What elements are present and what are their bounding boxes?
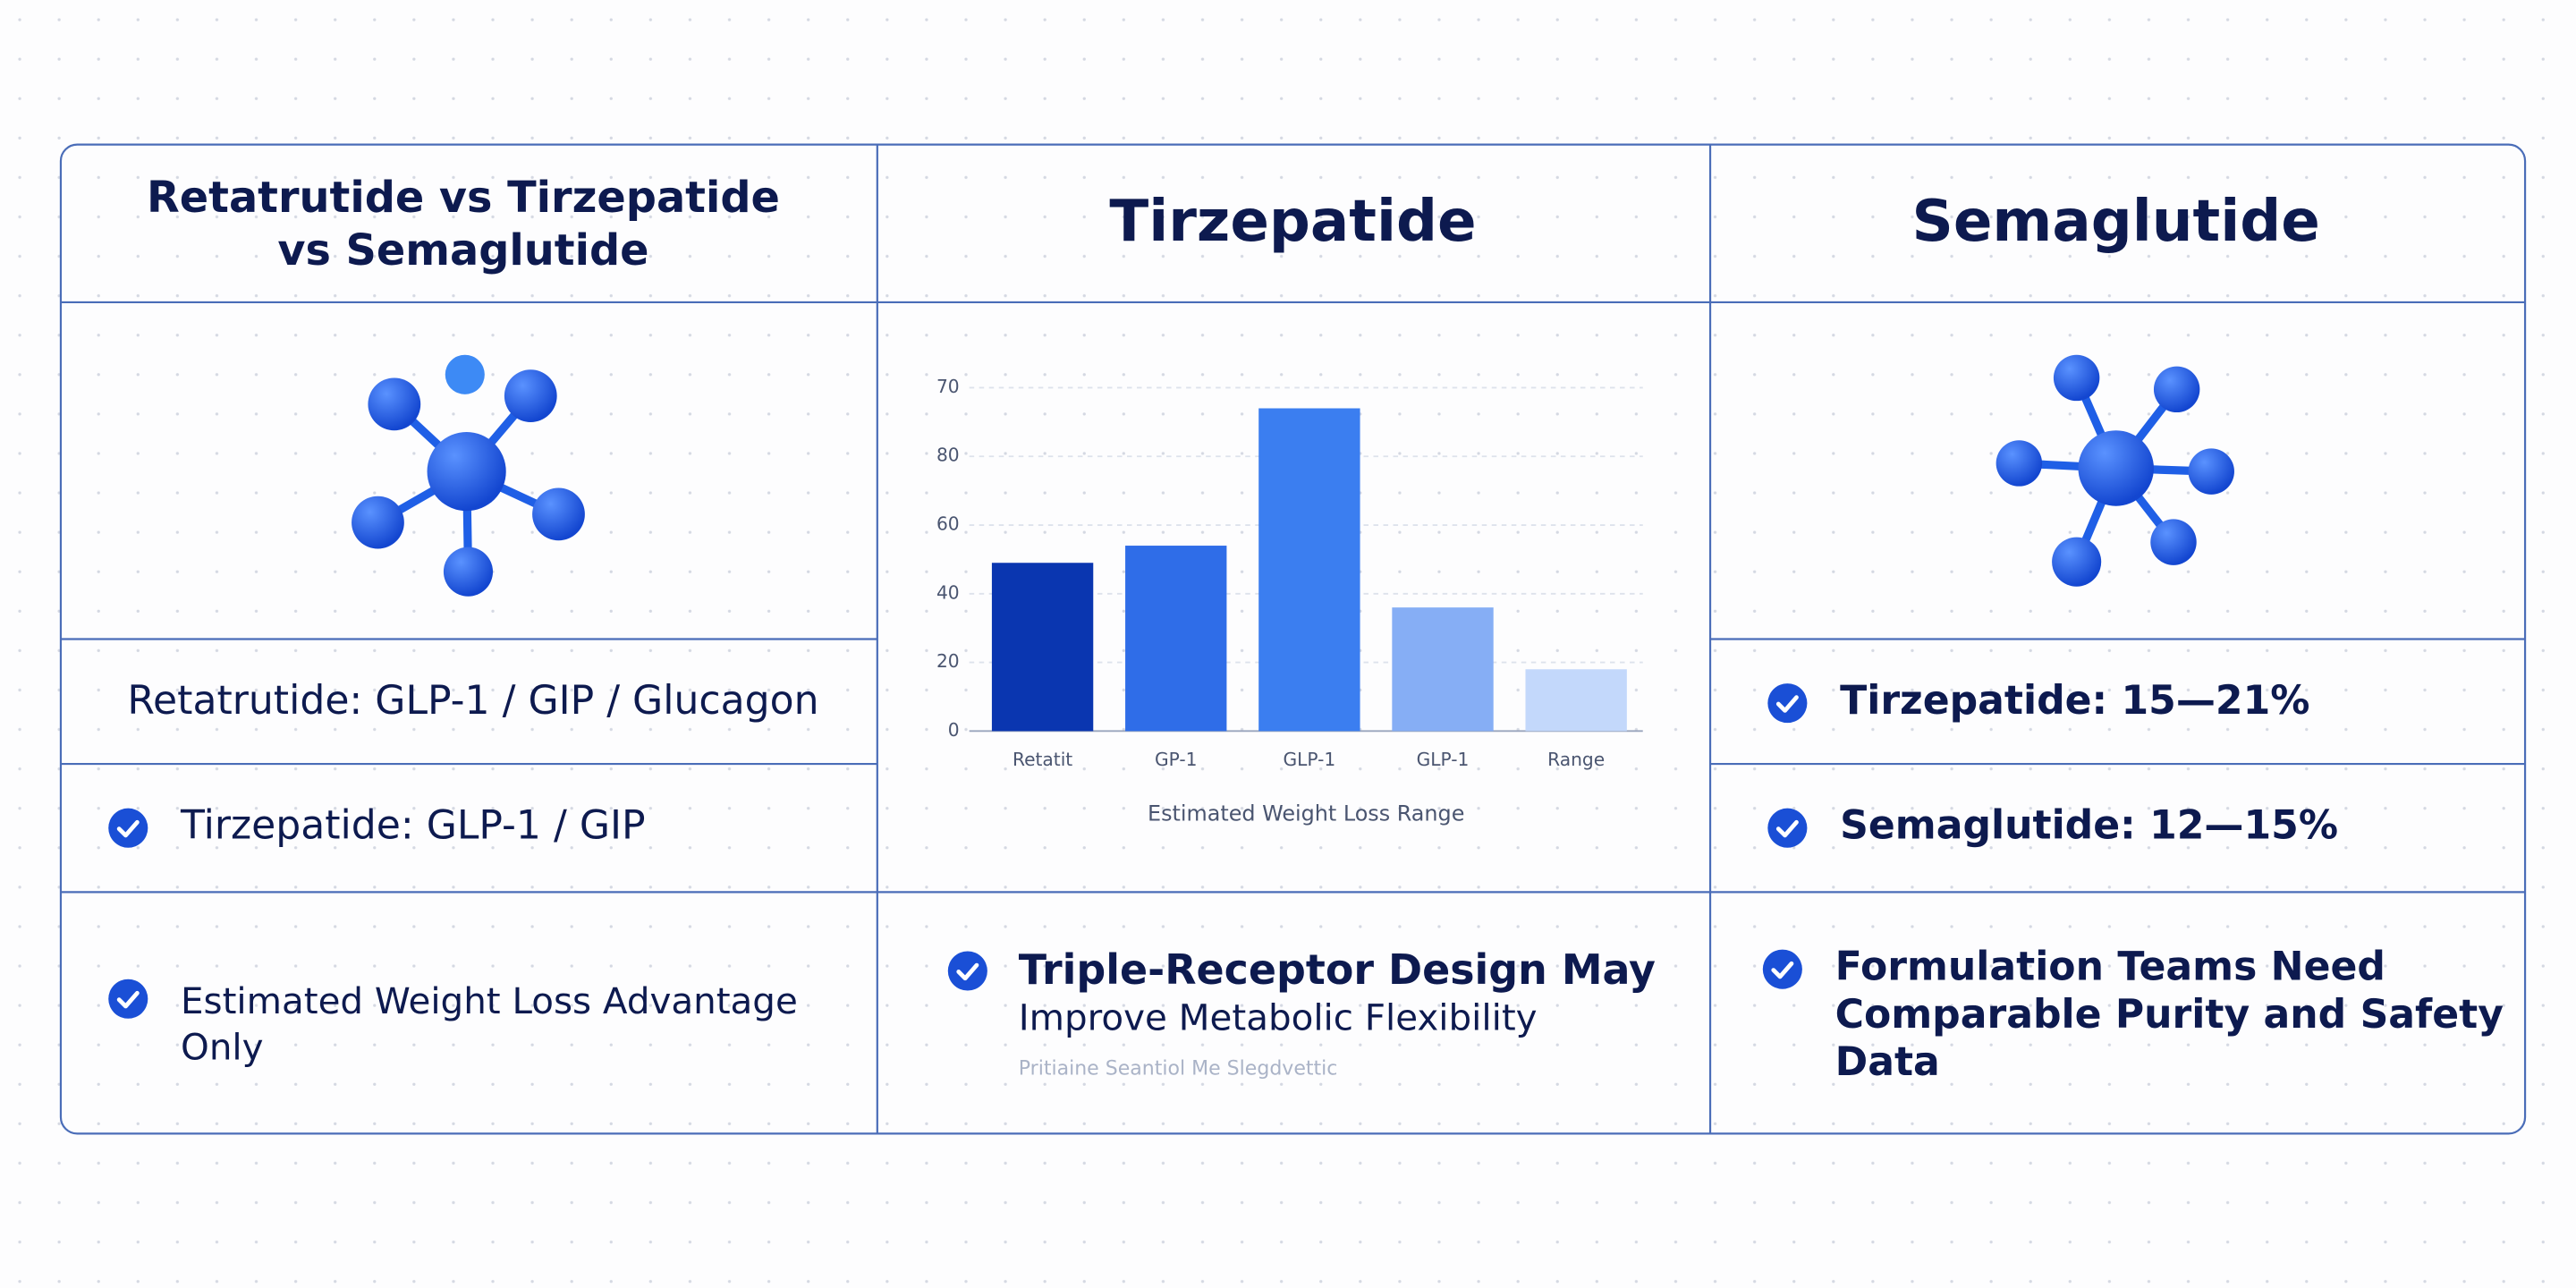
- table-lines: [60, 144, 2526, 1134]
- cell-text: Formulation Teams Need: [1835, 945, 2385, 990]
- header-title: Semaglutide: [1912, 188, 2320, 255]
- cell-title: Triple-Receptor Design May: [1019, 945, 1656, 994]
- x-axis-label: Estimated Weight Loss Range: [1148, 801, 1464, 826]
- cell-text: Tirzepatide: GLP-1 / GIP: [180, 803, 646, 849]
- x-tick-label: GLP-1: [1417, 749, 1470, 770]
- cell-text: Only: [181, 1026, 264, 1069]
- y-tick-label: 70: [936, 376, 960, 397]
- check-icon: [948, 951, 987, 990]
- cell-text: Semaglutide: 12—15%: [1840, 803, 2338, 849]
- y-tick-label: 20: [936, 650, 960, 672]
- cell-note: Pritiaine Seantiol Me Slegdvettic: [1019, 1058, 1338, 1080]
- check-icon: [108, 809, 148, 848]
- x-tick-label: Retatit: [1013, 749, 1072, 770]
- cell-text: Tirzepatide: 15—21%: [1840, 678, 2309, 724]
- y-tick-label: 0: [948, 719, 960, 741]
- bar: [991, 563, 1094, 732]
- cell-text: Comparable Purity and Safety: [1835, 992, 2504, 1038]
- y-tick-label: 40: [936, 581, 960, 603]
- bar: [1525, 669, 1627, 732]
- cell-text: Data: [1835, 1039, 1940, 1085]
- check-icon: [108, 979, 148, 1019]
- check-icon: [1767, 809, 1807, 848]
- x-tick-label: GP-1: [1155, 749, 1198, 770]
- cell-text: Improve Metabolic Flexibility: [1019, 996, 1538, 1039]
- check-icon: [1763, 950, 1802, 989]
- bar-chart: Estimated Weight Loss Range 0 20 40 60 80 70 R…: [936, 376, 1643, 826]
- x-tick-label: GLP-1: [1284, 749, 1336, 770]
- bar: [1392, 607, 1494, 732]
- header-title: Retatrutide vs Tirzepatide: [147, 174, 780, 223]
- bar: [1125, 546, 1227, 732]
- cell-text: Retatrutide: GLP-1 / GIP / Glucagon: [127, 678, 818, 724]
- check-icon: [1767, 683, 1807, 723]
- y-tick-label: 80: [936, 445, 960, 466]
- molecule-right: [1996, 354, 2234, 587]
- y-tick-label: 60: [936, 513, 960, 535]
- molecule-left: [352, 354, 585, 597]
- header-title: Tirzepatide: [1109, 188, 1476, 255]
- bar: [1258, 408, 1360, 732]
- header-title: vs Semaglutide: [277, 226, 648, 275]
- cell-text: Estimated Weight Loss Advantage: [181, 979, 798, 1022]
- x-tick-label: Range: [1547, 749, 1605, 770]
